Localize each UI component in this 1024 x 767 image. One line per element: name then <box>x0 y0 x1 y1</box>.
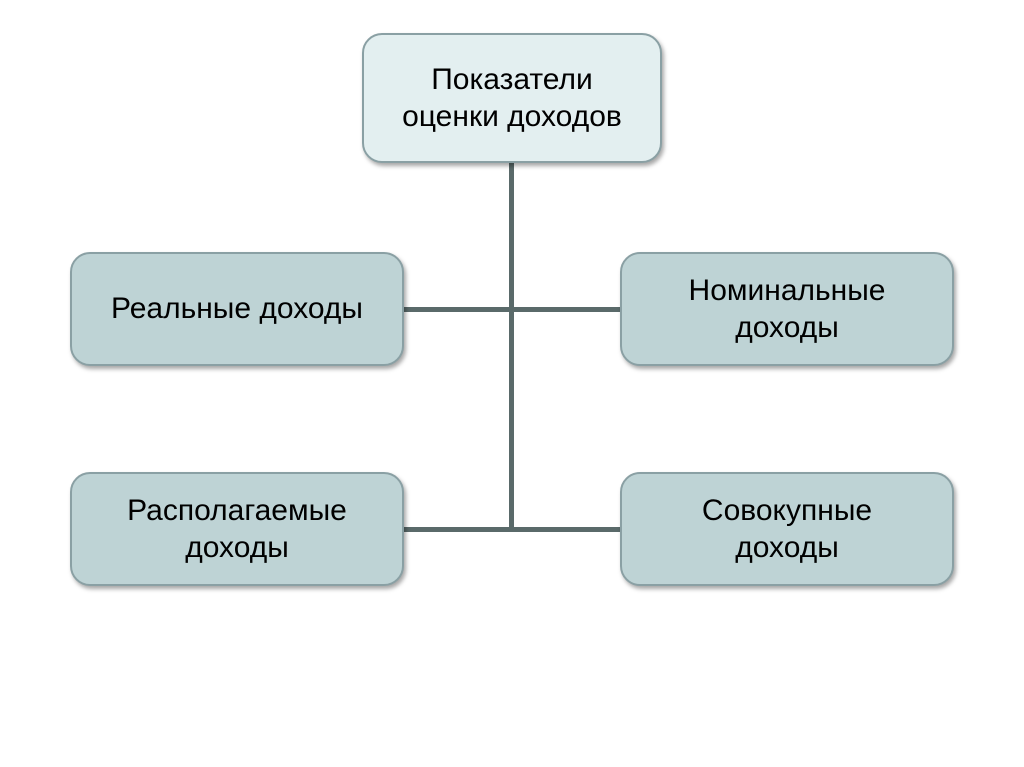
node-disposable-income: Располагаемые доходы <box>70 472 404 586</box>
node-root-label: Показатели оценки доходов <box>402 61 622 136</box>
node-disposable-income-label: Располагаемые доходы <box>127 492 347 567</box>
connector-row2-horizontal <box>404 527 620 532</box>
node-nominal-income: Номинальные доходы <box>620 252 954 366</box>
node-nominal-income-label: Номинальные доходы <box>689 272 886 347</box>
node-aggregate-income: Совокупные доходы <box>620 472 954 586</box>
node-real-income-label: Реальные доходы <box>111 290 363 328</box>
connector-row1-horizontal <box>404 307 620 312</box>
node-root: Показатели оценки доходов <box>362 33 662 163</box>
node-real-income: Реальные доходы <box>70 252 404 366</box>
node-aggregate-income-label: Совокупные доходы <box>702 492 872 567</box>
connector-vertical-trunk <box>509 163 514 529</box>
